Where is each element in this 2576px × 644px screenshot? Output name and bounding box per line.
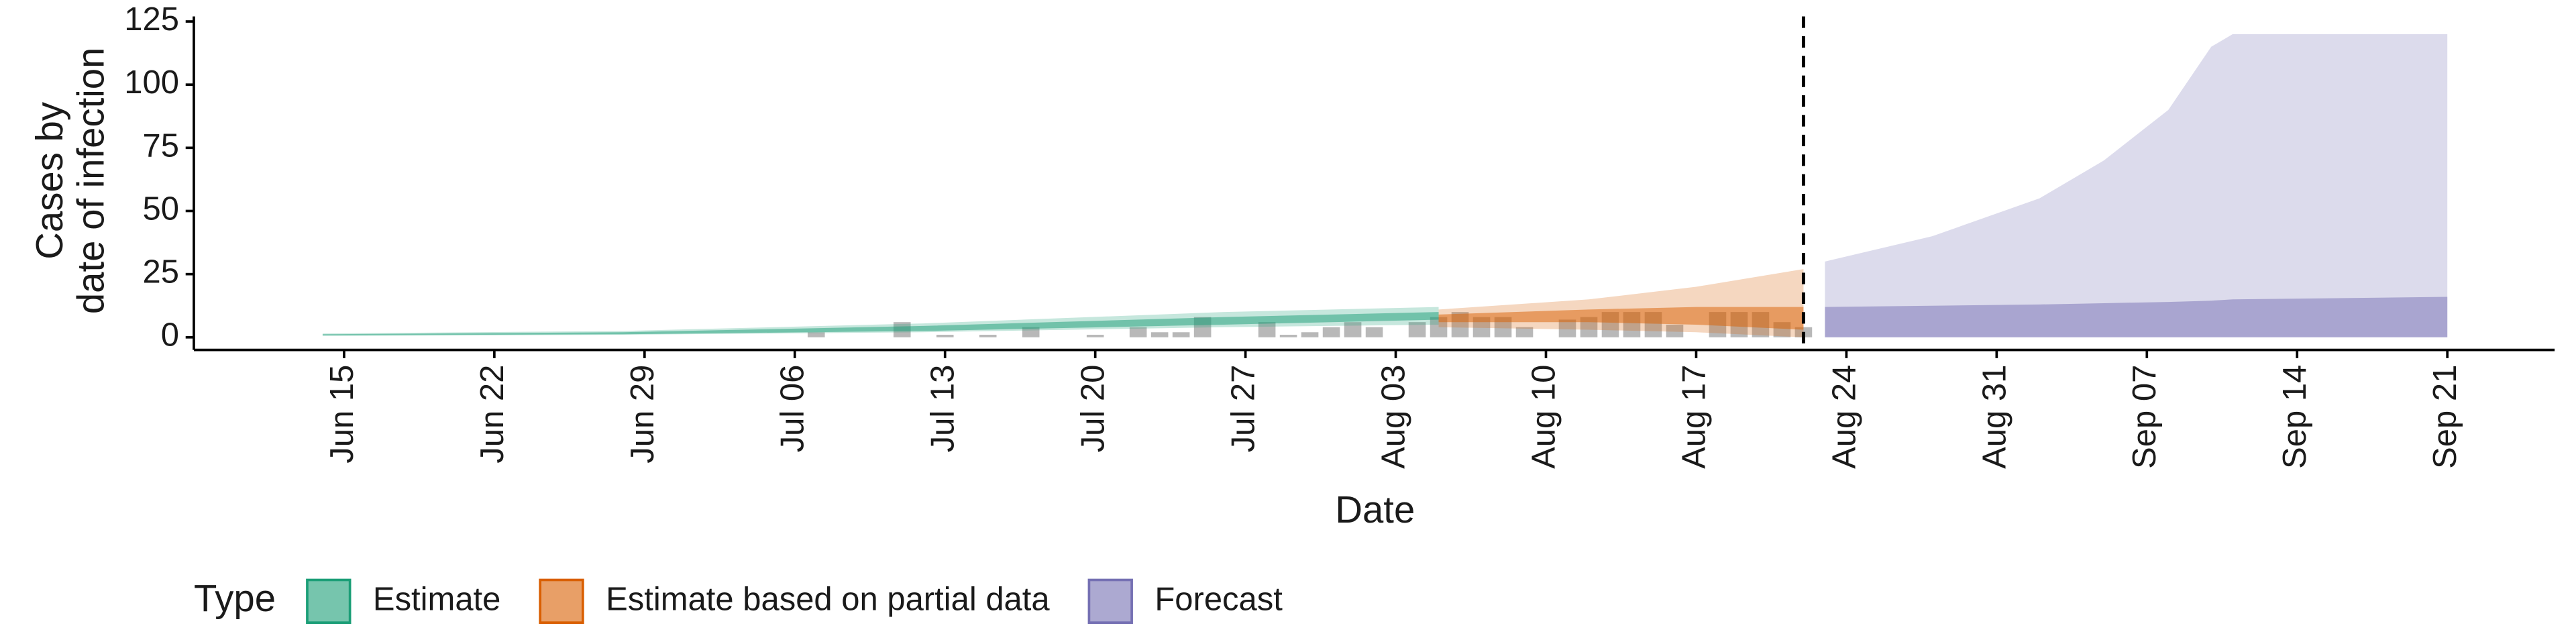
y-tick-label: 50: [142, 191, 178, 227]
x-tick-label: Aug 31: [1976, 365, 2012, 469]
bar: [1172, 332, 1190, 337]
legend-label: Forecast: [1155, 581, 1283, 617]
y-tick-label: 25: [142, 254, 178, 290]
bar: [1022, 327, 1040, 337]
bar: [807, 332, 825, 337]
bar: [1129, 327, 1147, 337]
band: [322, 312, 1439, 335]
band: [1825, 297, 2448, 337]
y-tick-label: 100: [124, 64, 179, 101]
x-tick-label: Sep 07: [2127, 365, 2163, 469]
bar: [1515, 327, 1534, 337]
bar: [1558, 319, 1576, 337]
y-tick-label: 0: [161, 317, 179, 354]
legend-label: Estimate based on partial data: [606, 581, 1050, 617]
x-tick-label: Jul 06: [775, 365, 811, 453]
x-tick-label: Jul 13: [925, 365, 961, 453]
x-tick-label: Jun 29: [625, 365, 661, 464]
y-tick-label: 75: [142, 127, 178, 164]
bar: [1408, 322, 1426, 337]
bar: [1258, 322, 1276, 337]
legend-swatch: [539, 578, 584, 624]
x-tick-label: Jun 22: [474, 365, 511, 464]
bar: [936, 335, 954, 337]
bar: [1301, 332, 1319, 337]
bar: [979, 335, 997, 337]
bar: [1344, 322, 1362, 337]
x-tick-label: Aug 03: [1376, 365, 1412, 469]
x-tick-label: Aug 10: [1525, 365, 1562, 469]
bar: [1279, 335, 1297, 337]
legend-title: Type: [194, 577, 276, 619]
legend-swatch: [1087, 578, 1133, 624]
x-tick-label: Jun 15: [324, 365, 360, 464]
bar: [1365, 327, 1383, 337]
x-tick-label: Sep 14: [2277, 365, 2313, 469]
bar: [1322, 327, 1340, 337]
band: [1438, 307, 1804, 330]
bar: [1666, 324, 1684, 337]
bar: [1150, 332, 1169, 337]
y-axis-title: Cases by date of infection: [28, 48, 111, 315]
x-axis-title: Date: [1335, 488, 1415, 531]
x-tick-label: Jul 27: [1226, 365, 1262, 453]
legend-label: Estimate: [373, 581, 501, 617]
y-label-line: Cases by: [28, 101, 70, 260]
legend-swatch: [306, 578, 352, 624]
band: [1825, 34, 2448, 337]
y-label-line: date of infection: [69, 48, 111, 315]
x-tick-label: Jul 20: [1075, 365, 1112, 453]
x-tick-label: Aug 24: [1826, 365, 1862, 469]
y-tick-label: 125: [124, 1, 179, 38]
x-tick-label: Sep 21: [2427, 365, 2463, 469]
x-tick-label: Aug 17: [1676, 365, 1712, 469]
bar: [1086, 335, 1104, 337]
